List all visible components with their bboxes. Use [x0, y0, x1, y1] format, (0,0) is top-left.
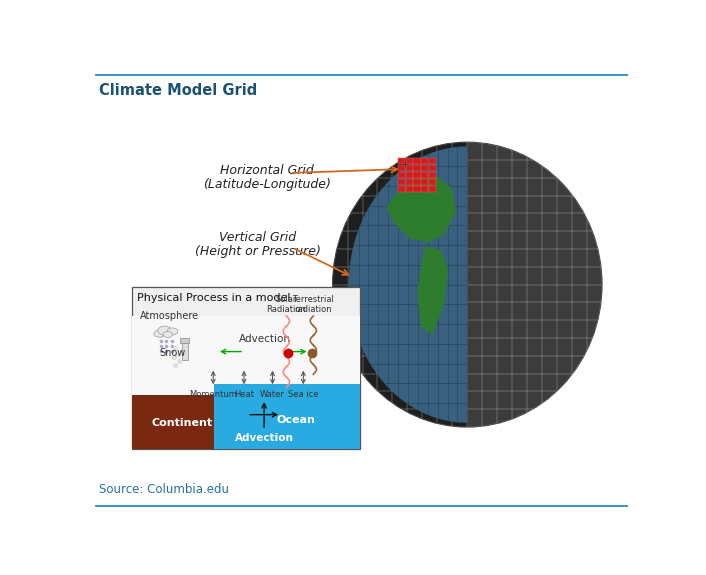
Polygon shape [467, 142, 602, 427]
Bar [421, 165, 429, 171]
Text: Terrestrial
radiation: Terrestrial radiation [292, 295, 334, 315]
Text: Physical Process in a model: Physical Process in a model [137, 293, 290, 303]
Bar [406, 186, 413, 192]
Text: Climate Model Grid: Climate Model Grid [100, 83, 258, 98]
Text: Momentum: Momentum [189, 390, 237, 399]
Text: Heat: Heat [234, 390, 254, 399]
Text: Advection: Advection [234, 433, 294, 443]
Text: Sea ice: Sea ice [288, 390, 318, 399]
Bar [421, 158, 429, 164]
Text: Source: Columbia.edu: Source: Columbia.edu [100, 484, 229, 496]
Bar [398, 158, 405, 164]
Ellipse shape [333, 142, 602, 427]
Bar [398, 165, 405, 171]
Bar [132, 287, 359, 448]
Text: Continent: Continent [152, 418, 213, 428]
Bar [414, 165, 421, 171]
Text: Ocean: Ocean [277, 415, 316, 424]
Ellipse shape [167, 328, 178, 335]
Text: (Latitude-Longitude): (Latitude-Longitude) [203, 178, 331, 191]
Bar [429, 165, 436, 171]
Polygon shape [417, 246, 448, 335]
Bar [429, 186, 436, 192]
Bar [132, 316, 359, 395]
Text: Vertical Grid: Vertical Grid [220, 231, 297, 244]
Polygon shape [349, 147, 467, 423]
Bar [398, 179, 405, 185]
Bar [429, 172, 436, 178]
Text: Atmosphere: Atmosphere [140, 311, 199, 321]
Bar [132, 395, 232, 448]
Bar [429, 158, 436, 164]
Bar [414, 179, 421, 185]
Text: Snow: Snow [160, 348, 186, 358]
Bar [181, 343, 188, 360]
Ellipse shape [154, 330, 164, 337]
Bar [406, 179, 413, 185]
Bar [414, 158, 421, 164]
Text: Solar
Radiation: Solar Radiation [266, 295, 306, 315]
Text: Horizontal Grid: Horizontal Grid [220, 164, 314, 177]
Bar [414, 172, 421, 178]
Ellipse shape [163, 332, 172, 338]
Bar [421, 179, 429, 185]
Bar [414, 186, 421, 192]
Bar [406, 158, 413, 164]
Polygon shape [386, 173, 456, 242]
Bar [406, 172, 413, 178]
Text: Advection: Advection [239, 334, 291, 344]
Ellipse shape [157, 326, 172, 335]
Bar [398, 172, 405, 178]
Text: Water: Water [260, 390, 285, 399]
Bar [398, 186, 405, 192]
Bar [421, 172, 429, 178]
Polygon shape [214, 384, 359, 448]
Bar [180, 338, 189, 343]
Bar [421, 186, 429, 192]
Bar [406, 165, 413, 171]
Bar [429, 179, 436, 185]
Text: (Height or Pressure): (Height or Pressure) [195, 246, 321, 258]
